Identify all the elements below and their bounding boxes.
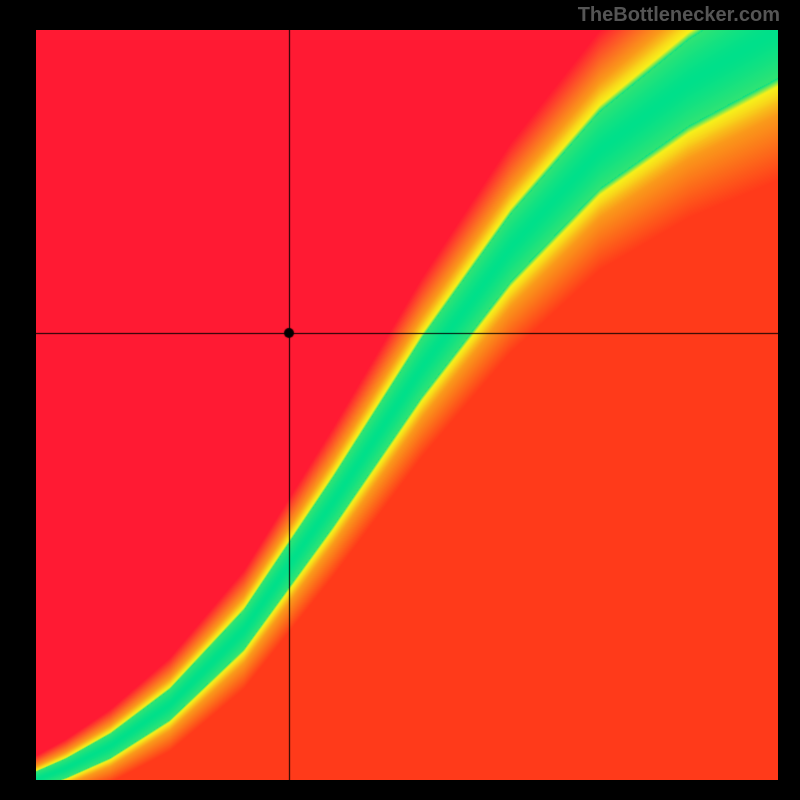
chart-container: TheBottlenecker.com bbox=[0, 0, 800, 800]
bottleneck-heatmap bbox=[36, 30, 778, 780]
watermark-label: TheBottlenecker.com bbox=[578, 4, 780, 27]
